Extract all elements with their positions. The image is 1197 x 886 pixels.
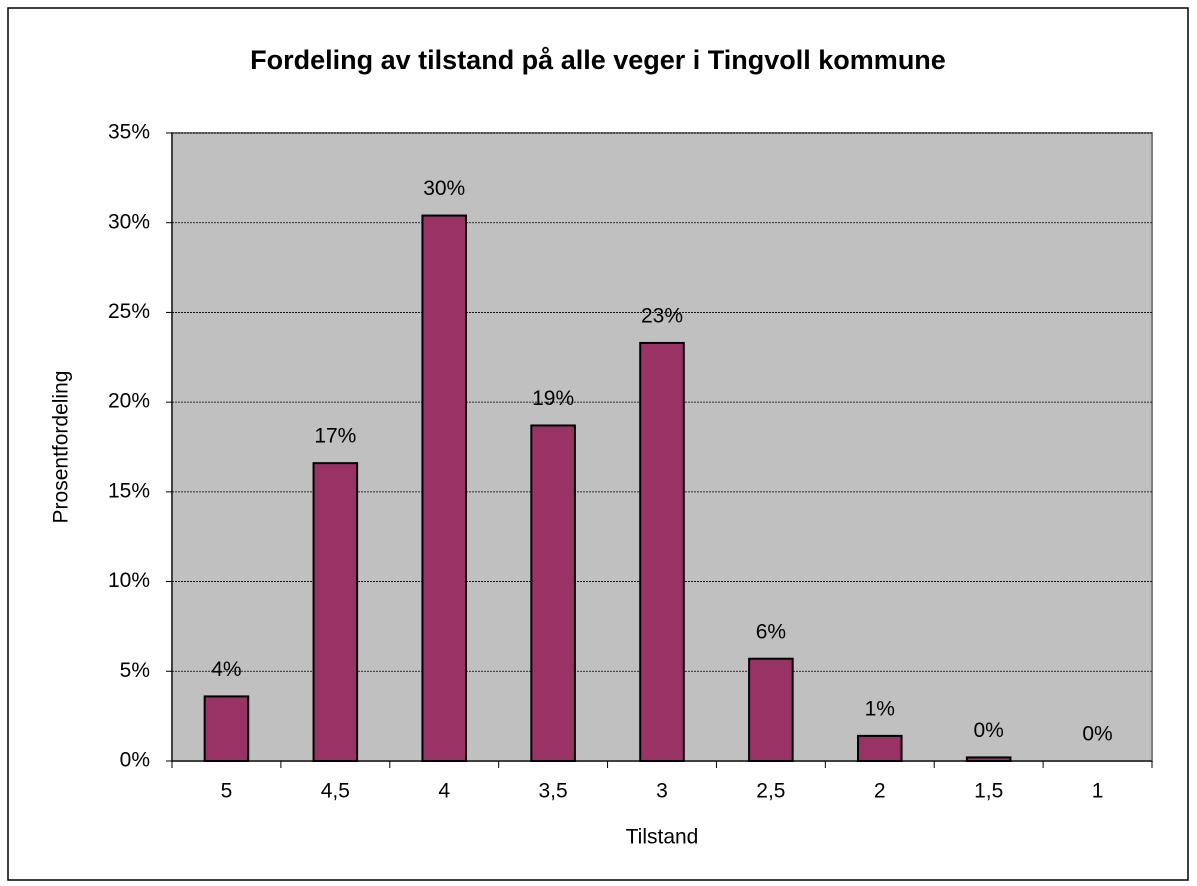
bar <box>965 756 1012 763</box>
bar <box>203 695 250 762</box>
x-tick-label: 3,5 <box>539 780 568 803</box>
y-tick-label: 30% <box>108 210 150 233</box>
value-label: 4% <box>211 658 241 681</box>
bar <box>421 214 468 762</box>
bar <box>857 734 903 763</box>
value-label: 1% <box>865 697 895 720</box>
value-label: 0% <box>1082 723 1112 746</box>
bar <box>748 657 794 762</box>
y-tick-label: 10% <box>108 569 150 592</box>
y-tick-label: 25% <box>108 300 150 323</box>
y-tick-label: 5% <box>120 659 150 682</box>
x-tick-label: 5 <box>221 780 233 803</box>
chart-title: Fordeling av tilstand på alle veger i Ti… <box>250 45 946 75</box>
y-axis-label: Prosentfordeling <box>50 371 73 524</box>
x-tick-label: 4,5 <box>321 780 350 803</box>
bar <box>312 462 359 762</box>
bar <box>530 424 576 762</box>
value-label: 6% <box>756 620 786 643</box>
x-tick-label: 1 <box>1092 780 1104 803</box>
value-label: 0% <box>973 719 1003 742</box>
x-tick-label: 2 <box>874 780 886 803</box>
value-label: 17% <box>314 425 356 448</box>
value-label: 30% <box>423 177 465 200</box>
y-tick-label: 20% <box>108 390 150 413</box>
y-tick-label: 0% <box>120 749 150 772</box>
value-label: 19% <box>532 387 574 410</box>
x-tick-label: 1,5 <box>974 780 1003 803</box>
x-tick-label: 4 <box>438 780 450 803</box>
bar <box>639 341 685 762</box>
y-tick-label: 15% <box>108 479 150 502</box>
x-axis-label: Tilstand <box>626 826 699 849</box>
x-tick-label: 3 <box>656 780 668 803</box>
value-label: 23% <box>641 304 683 327</box>
y-tick-label: 35% <box>108 121 150 144</box>
x-tick-label: 2,5 <box>756 780 785 803</box>
